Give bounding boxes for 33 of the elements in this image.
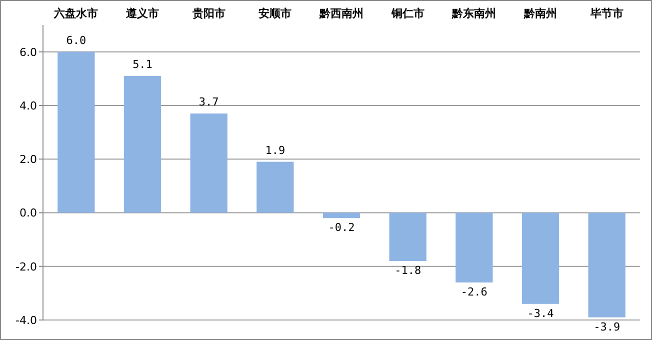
- bar: [190, 114, 228, 213]
- bar: [322, 212, 360, 218]
- bar: [124, 76, 162, 213]
- data-label: -1.8: [394, 264, 422, 277]
- data-label: -2.6: [460, 285, 488, 298]
- data-label: 6.0: [66, 34, 86, 47]
- bar: [522, 212, 560, 304]
- x-tick-label: 遵义市: [125, 7, 159, 20]
- x-tick-label: 黔东南州: [451, 7, 496, 20]
- x-tick-label: 六盘水市: [53, 7, 98, 20]
- x-tick-label: 贵阳市: [191, 7, 226, 20]
- bar: [256, 162, 294, 213]
- data-label: -3.4: [527, 306, 554, 320]
- bar: [58, 52, 95, 213]
- data-label: -3.9: [594, 320, 620, 334]
- data-label: -0.2: [328, 221, 355, 234]
- data-label: 3.7: [198, 96, 219, 108]
- bar: [389, 212, 426, 261]
- y-tick-label: 0.0: [20, 206, 37, 220]
- x-tick-label: 黔西南州: [318, 7, 364, 20]
- x-tick-label: 安顺市: [258, 7, 292, 20]
- y-tick-label: 6.0: [20, 46, 37, 59]
- y-tick-label: 2.0: [20, 153, 37, 166]
- y-tick-label: -4.0: [16, 314, 37, 327]
- bar: [588, 212, 626, 318]
- y-tick-label: -2.0: [16, 260, 37, 274]
- x-tick-label: 黔南州: [523, 7, 557, 20]
- y-tick-label: 4.0: [20, 99, 37, 112]
- data-label: 1.9: [265, 144, 286, 157]
- x-tick-label: 毕节市: [589, 7, 624, 20]
- x-tick-label: 铜仁市: [390, 7, 424, 20]
- bar: [456, 212, 493, 282]
- data-label: 5.1: [132, 58, 152, 71]
